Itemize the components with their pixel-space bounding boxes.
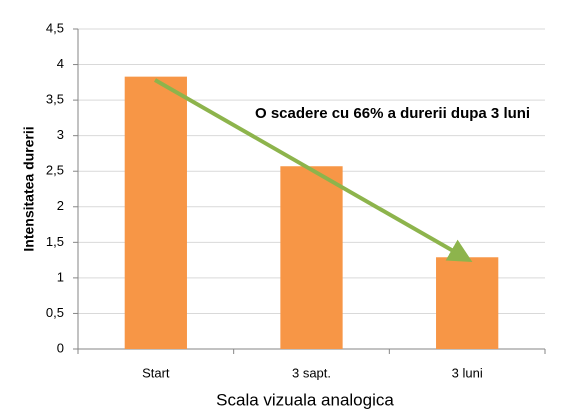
y-axis-title: Intensitatea durerii (21, 126, 37, 251)
y-tick-label: 4 (57, 56, 64, 71)
y-tick-label: 0 (57, 340, 64, 355)
y-tick-label: 1,5 (46, 234, 64, 249)
y-tick-label: 2,5 (46, 163, 64, 178)
x-tick-label: 3 sapt. (292, 365, 331, 380)
bar (436, 257, 499, 349)
trend-arrow (154, 78, 473, 262)
x-tick-label: Start (142, 365, 170, 380)
annotation: O scadere cu 66% a durerii dupa 3 luni (255, 105, 530, 122)
y-tick-label: 4,5 (46, 20, 64, 35)
x-axis-title: Scala vizuala analogica (216, 390, 394, 409)
x-tick-label: 3 luni (452, 365, 483, 380)
y-tick-label: 3 (57, 127, 64, 142)
y-tick-label: 0,5 (46, 305, 64, 320)
y-tick-label: 2 (57, 198, 64, 213)
bar (280, 166, 343, 349)
bar (124, 76, 187, 350)
y-tick-label: 3,5 (46, 92, 64, 107)
y-tick-label: 1 (57, 269, 64, 284)
